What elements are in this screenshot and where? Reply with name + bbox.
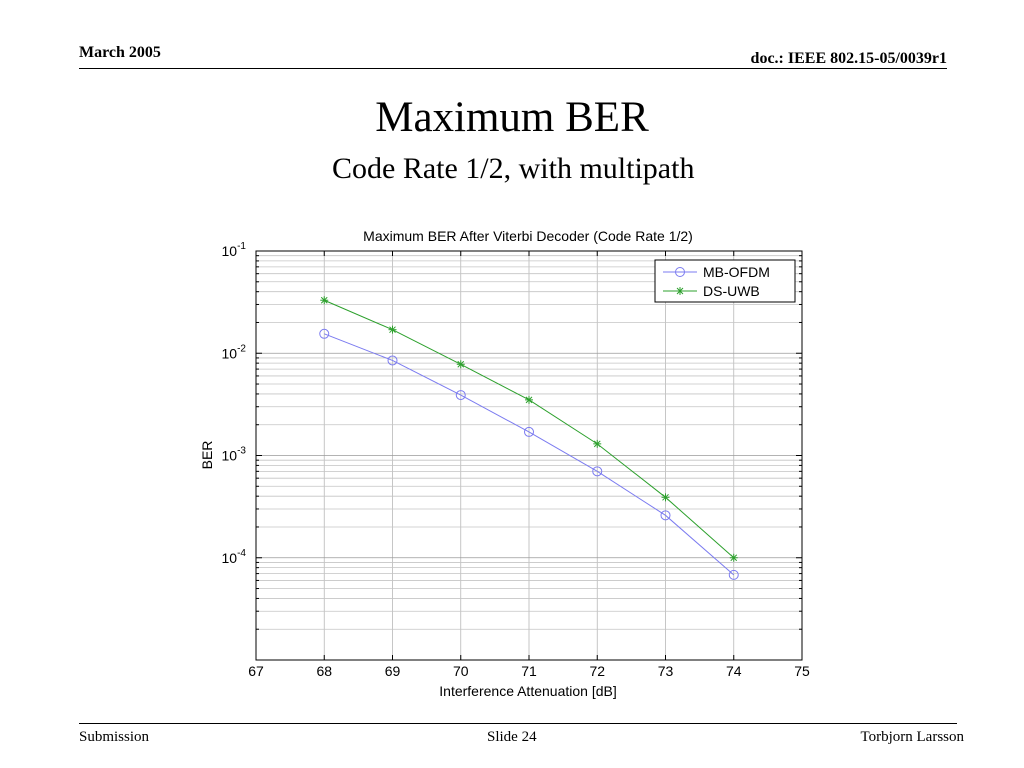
legend-box xyxy=(654,259,796,303)
y-tick-label: 10-1 xyxy=(222,241,247,259)
data-point xyxy=(661,493,670,502)
footer-rule xyxy=(79,723,957,724)
footer-slide-number: Slide 24 xyxy=(487,729,537,745)
header-rule xyxy=(79,68,947,69)
x-tick-label: 70 xyxy=(453,663,469,679)
legend: MB-OFDM DS-UWB xyxy=(654,259,796,303)
x-tick-label: 73 xyxy=(658,663,674,679)
footer-author: Torbjorn Larsson xyxy=(860,729,964,745)
data-point xyxy=(729,553,738,562)
data-point xyxy=(319,328,330,339)
data-point xyxy=(320,296,329,305)
legend-item: DS-UWB xyxy=(663,283,760,299)
x-tick-label: 69 xyxy=(385,663,401,679)
legend-label: DS-UWB xyxy=(703,283,760,299)
chart-title: Maximum BER After Viterbi Decoder (Code … xyxy=(363,228,693,244)
y-tick-label: 10-4 xyxy=(222,548,247,566)
y-tick-label: 10-3 xyxy=(222,446,247,464)
data-point xyxy=(388,325,397,334)
series-line xyxy=(324,333,735,576)
x-tick-label: 68 xyxy=(316,663,332,679)
x-tick-label: 74 xyxy=(726,663,742,679)
grid-layer xyxy=(255,251,803,661)
slide-subtitle: Code Rate 1/2, with multipath xyxy=(332,152,695,185)
data-point xyxy=(387,355,398,366)
legend-item: MB-OFDM xyxy=(663,264,770,280)
series-layer xyxy=(319,296,739,580)
footer-submission: Submission xyxy=(79,729,150,745)
slide-title: Maximum BER xyxy=(375,94,649,141)
data-point xyxy=(592,466,603,477)
plot-frame xyxy=(255,250,803,661)
x-tick-label: 75 xyxy=(794,663,810,679)
series-mb-ofdm xyxy=(319,328,739,580)
data-point xyxy=(525,395,533,404)
header-date: March 2005 xyxy=(79,44,161,61)
series-ds-uwb xyxy=(320,296,738,562)
legend-label: MB-OFDM xyxy=(703,264,770,280)
header-doc-id: doc.: IEEE 802.15-05/0039r1 xyxy=(750,50,947,67)
x-tick-label: 67 xyxy=(248,663,264,679)
x-axis-label: Interference Attenuation [dB] xyxy=(439,683,616,699)
data-point xyxy=(660,510,671,521)
y-tick-label: 10-2 xyxy=(222,343,247,361)
axis-layer: 67 68 69 70 71 72 73 74 75 10-1 10-2 10-3 10-4 xyxy=(222,241,810,679)
x-tick-label: 71 xyxy=(521,663,537,679)
x-tick-label: 72 xyxy=(589,663,605,679)
data-point xyxy=(728,569,739,580)
data-point xyxy=(593,439,602,448)
data-point xyxy=(524,426,534,437)
data-point xyxy=(456,360,465,369)
legend-marker xyxy=(675,267,685,277)
legend-marker xyxy=(676,287,684,295)
y-axis-label: BER xyxy=(199,441,215,470)
data-point xyxy=(455,390,466,401)
